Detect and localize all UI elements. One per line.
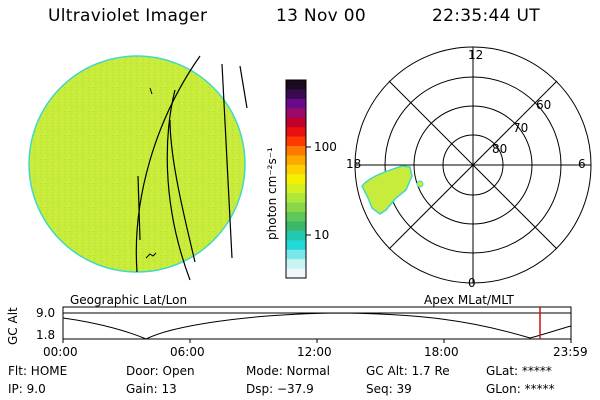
mlt-label-6: 6	[578, 157, 586, 171]
colorbar-band	[286, 212, 306, 222]
lon-line-4	[221, 63, 233, 259]
instrument-title: Ultraviolet Imager	[48, 6, 208, 26]
colorbar-band	[286, 193, 306, 204]
timeline-x-label-1800: 18:00	[424, 345, 459, 359]
gain-status: Gain: 13	[126, 382, 177, 396]
mlt-label-18: 18	[346, 157, 362, 171]
colorbar-band	[286, 155, 306, 166]
colorbar-band	[286, 240, 306, 251]
lon-line-1	[135, 55, 201, 273]
colorbar-band	[286, 127, 306, 138]
colorbar-band	[286, 146, 306, 156]
time-label: 22:35:44 UT	[432, 6, 540, 26]
ip-status: IP: 9.0	[8, 382, 46, 396]
seq-status: Seq: 39	[366, 382, 412, 396]
coast-fragment-2	[149, 87, 153, 95]
timeline-x-label-2359: 23:59	[553, 345, 588, 359]
apex-caption: Apex MLat/MLT	[424, 293, 514, 307]
colorbar-band	[286, 80, 306, 90]
timeline-axis-label: GC Alt	[6, 307, 20, 345]
lat-label-70: 70	[513, 121, 529, 135]
colorbar-band	[286, 259, 306, 270]
lon-line-3	[169, 119, 196, 263]
timeline-y-label-1-8: 1.8	[36, 328, 56, 342]
colorbar-band	[286, 108, 306, 119]
date-label: 13 Nov 00	[276, 6, 366, 26]
glon-status: GLon: *****	[486, 382, 555, 396]
mlt-label-12: 12	[468, 48, 484, 62]
flight-status: Flt: HOME	[8, 364, 68, 378]
colorbar-band	[286, 249, 306, 260]
colorbar-band	[286, 221, 306, 232]
colorbar-band	[286, 230, 306, 241]
lon-line-5	[239, 65, 248, 109]
lat-label-60: 60	[536, 98, 552, 112]
timeline-x-label-1200: 12:00	[297, 345, 332, 359]
timeline-frame	[62, 306, 572, 340]
colorbar-band	[286, 164, 306, 175]
glat-status: GLat: *****	[486, 364, 552, 378]
aurora-blob	[361, 165, 413, 215]
aurora-dot	[416, 180, 424, 188]
meridian-diag-2	[388, 80, 558, 250]
lat-label-80: 80	[492, 142, 508, 156]
timeline-plot	[62, 306, 572, 343]
geographic-caption: Geographic Lat/Lon	[70, 293, 188, 307]
timeline-x-label-0000: 00:00	[43, 345, 78, 359]
colorbar	[286, 80, 306, 279]
dsp-status: Dsp: −37.9	[246, 382, 314, 396]
coast-fragment	[145, 252, 157, 259]
gc-alt-status: GC Alt: 1.7 Re	[366, 364, 450, 378]
colorbar-unit-label: photon cm⁻²s⁻¹	[265, 147, 279, 240]
colorbar-band	[286, 136, 306, 147]
colorbar-band	[286, 268, 306, 279]
lon-line-2	[166, 89, 191, 281]
lon-line-6	[137, 175, 141, 241]
mlt-label-0: 0	[468, 276, 476, 290]
colorbar-band	[286, 89, 306, 100]
mode-status: Mode: Normal	[246, 364, 330, 378]
colorbar-band	[286, 183, 306, 194]
colorbar-label-100: 100	[314, 140, 337, 154]
geographic-image	[28, 55, 248, 281]
altitude-curve	[62, 312, 572, 340]
timeline-x-label-0600: 06:00	[170, 345, 205, 359]
colorbar-band	[286, 202, 306, 213]
colorbar-band	[286, 98, 306, 109]
colorbar-band	[286, 117, 306, 128]
colorbar-band	[286, 174, 306, 185]
door-status: Door: Open	[126, 364, 195, 378]
timeline-y-label-9: 9.0	[36, 306, 56, 320]
colorbar-frame	[285, 79, 307, 279]
polar-plot	[354, 46, 592, 284]
colorbar-label-10: 10	[314, 228, 330, 242]
